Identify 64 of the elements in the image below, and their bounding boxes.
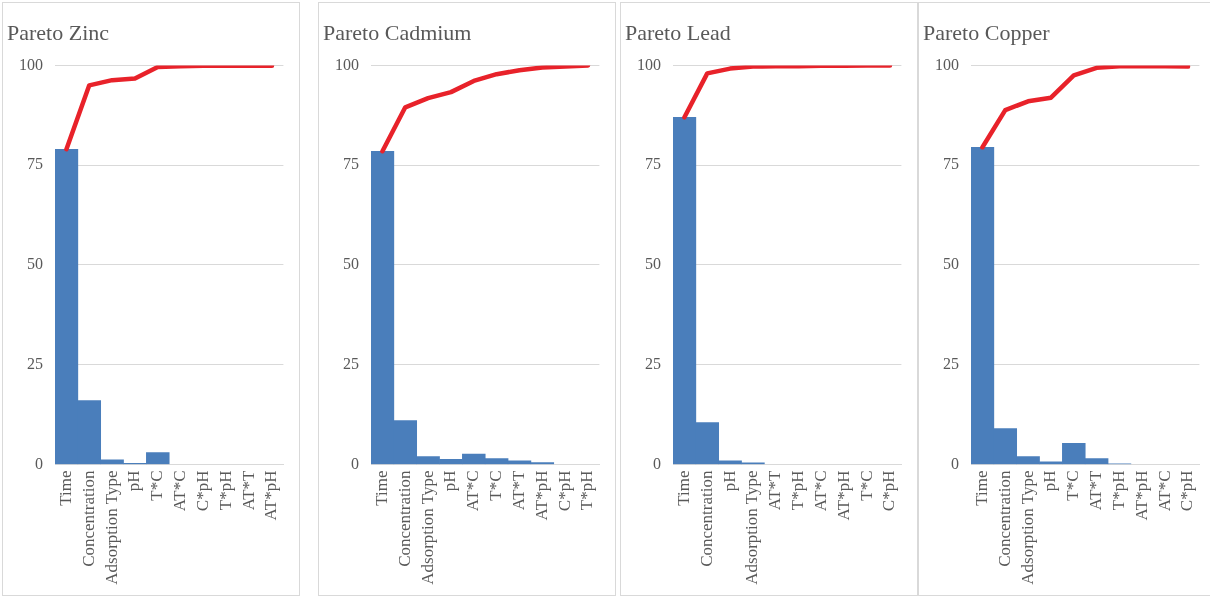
- x-tick-label: AT*T: [765, 469, 785, 511]
- x-tick-label: T*C: [147, 470, 167, 501]
- x-tick-label: pH: [124, 470, 144, 492]
- x-tick-label: AT*pH: [833, 470, 853, 521]
- y-tick-label: 50: [645, 255, 661, 273]
- y-tick-label: 25: [27, 354, 43, 372]
- x-tick-label: Concentration: [696, 470, 716, 567]
- y-tick-label: 0: [951, 454, 959, 472]
- y-tick-label: 100: [19, 55, 43, 73]
- x-tick-label: Time: [971, 470, 991, 506]
- y-tick-label: 25: [645, 354, 661, 372]
- y-tick-label: 0: [35, 454, 43, 472]
- x-tick-label: Adsorption Type: [417, 470, 437, 585]
- chart-title: Pareto Lead: [625, 19, 731, 45]
- x-tick-label: T*pH: [577, 470, 597, 511]
- y-tick-label: 100: [335, 55, 359, 73]
- chart-title: Pareto Copper: [923, 19, 1051, 45]
- y-tick-label: 75: [343, 155, 359, 173]
- x-tick-label: pH: [1040, 470, 1060, 492]
- y-tick-label: 75: [27, 155, 43, 173]
- x-tick-label: AT*T: [508, 469, 528, 511]
- x-tick-label: T*pH: [1108, 470, 1128, 511]
- y-tick-label: 100: [637, 55, 661, 73]
- x-tick-label: AT*T: [1086, 469, 1106, 511]
- y-tick-label: 0: [351, 454, 359, 472]
- x-tick-label: C*pH: [554, 470, 574, 512]
- y-tick-label: 50: [27, 255, 43, 273]
- y-tick-label: 75: [645, 155, 661, 173]
- y-tick-label: 25: [943, 354, 959, 372]
- x-tick-label: C*pH: [192, 470, 212, 512]
- x-tick-label: Concentration: [994, 470, 1014, 567]
- x-tick-label: Time: [371, 470, 391, 506]
- x-tick-label: Adsorption Type: [742, 470, 762, 585]
- y-tick-label: 50: [343, 255, 359, 273]
- x-tick-label: Concentration: [394, 470, 414, 567]
- x-tick-label: AT*T: [238, 469, 258, 511]
- x-tick-label: T*pH: [215, 470, 235, 511]
- x-tick-label: Time: [55, 470, 75, 506]
- x-tick-label: AT*C: [170, 470, 190, 512]
- x-tick-label: Time: [673, 470, 693, 506]
- x-tick-label: T*C: [1063, 470, 1083, 501]
- x-tick-label: AT*pH: [531, 470, 551, 521]
- x-tick-label: C*pH: [1177, 470, 1197, 512]
- y-tick-label: 25: [343, 354, 359, 372]
- y-tick-label: 100: [935, 55, 959, 73]
- x-tick-label: AT*C: [810, 470, 830, 512]
- y-tick-label: 75: [943, 155, 959, 173]
- x-tick-label: AT*C: [463, 470, 483, 512]
- x-tick-label: AT*C: [1154, 470, 1174, 512]
- chart-title: Pareto Cadmium: [323, 19, 472, 45]
- x-tick-label: Adsorption Type: [1017, 470, 1037, 585]
- chart-title: Pareto Zinc: [7, 19, 110, 45]
- x-tick-label: AT*pH: [261, 470, 281, 521]
- x-tick-label: pH: [440, 470, 460, 492]
- x-tick-label: AT*pH: [1131, 470, 1151, 521]
- x-tick-label: T*C: [486, 470, 506, 501]
- x-tick-label: pH: [719, 470, 739, 492]
- x-tick-label: T*C: [856, 470, 876, 501]
- x-tick-label: Concentration: [78, 470, 98, 567]
- x-tick-label: T*pH: [788, 470, 808, 511]
- y-tick-label: 0: [653, 454, 661, 472]
- x-tick-label: Adsorption Type: [101, 470, 121, 585]
- y-tick-label: 50: [943, 255, 959, 273]
- x-tick-label: C*pH: [879, 470, 899, 512]
